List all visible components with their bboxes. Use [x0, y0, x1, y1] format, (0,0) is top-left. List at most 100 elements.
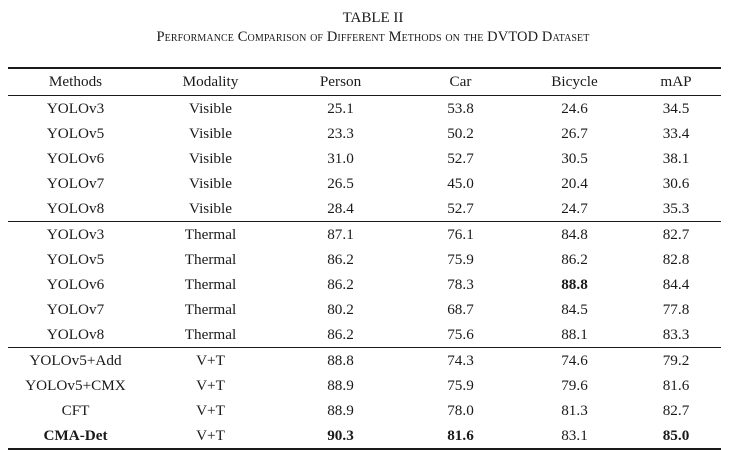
- cell-bicycle: 26.7: [561, 125, 588, 143]
- cell-method: YOLOv6: [46, 149, 105, 167]
- cell-car: 75.6: [447, 325, 474, 343]
- cell-map: 34.5: [662, 100, 690, 118]
- cell-modality: V+T: [196, 352, 225, 370]
- table-row: YOLOv8 Visible 28.4 52.7 24.7 35.3: [8, 196, 721, 221]
- header-modality: Modality: [182, 73, 239, 90]
- cell-person: 31.0: [327, 149, 354, 167]
- table-row: YOLOv7 Thermal 80.2 68.7 84.5 77.8: [8, 297, 721, 322]
- cell-car: 68.7: [447, 300, 474, 318]
- cell-car: 74.3: [447, 352, 474, 370]
- cell-car: 50.2: [447, 125, 474, 143]
- cell-method: YOLOv3: [46, 100, 105, 118]
- cell-car: 78.3: [447, 275, 474, 293]
- cell-modality: Visible: [189, 199, 232, 217]
- table-row: YOLOv8 Thermal 86.2 75.6 88.1 83.3: [8, 322, 721, 347]
- cell-method: YOLOv5: [46, 125, 105, 143]
- cell-person: 88.9: [327, 401, 354, 419]
- cell-method: YOLOv5+Add: [29, 352, 122, 370]
- cell-person: 25.1: [327, 100, 354, 118]
- cell-method: YOLOv5+CMX: [25, 377, 126, 395]
- table-row: YOLOv5 Visible 23.3 50.2 26.7 33.4: [8, 122, 721, 147]
- cell-map: 85.0: [662, 426, 690, 444]
- table-row: YOLOv5+CMX V+T 88.9 75.9 79.6 81.6: [8, 374, 721, 399]
- table-title: Performance Comparison of Different Meth…: [156, 29, 590, 45]
- cell-bicycle: 30.5: [561, 149, 588, 167]
- cell-bicycle: 84.5: [561, 300, 588, 318]
- cell-method: CMA-Det: [43, 426, 108, 444]
- cell-map: 30.6: [662, 174, 690, 192]
- cell-person: 86.2: [327, 275, 354, 293]
- header-bicycle: Bicycle: [551, 73, 598, 90]
- cell-bicycle: 83.1: [561, 426, 588, 444]
- cell-person: 23.3: [327, 125, 354, 143]
- table-row: YOLOv3 Visible 25.1 53.8 24.6 34.5: [8, 96, 721, 122]
- cell-modality: V+T: [196, 426, 225, 444]
- cell-car: 81.6: [447, 426, 474, 444]
- cell-map: 84.4: [662, 275, 690, 293]
- table-number: TABLE II: [342, 10, 404, 26]
- cell-car: 75.9: [447, 377, 474, 395]
- table-row: YOLOv6 Visible 31.0 52.7 30.5 38.1: [8, 147, 721, 172]
- cell-person: 26.5: [327, 174, 354, 192]
- cell-person: 88.9: [327, 377, 354, 395]
- cell-modality: Visible: [189, 125, 232, 143]
- cell-person: 86.2: [327, 325, 354, 343]
- cell-person: 87.1: [327, 226, 354, 244]
- cell-method: CFT: [61, 401, 90, 419]
- cell-method: YOLOv8: [46, 325, 105, 343]
- cell-map: 33.4: [662, 125, 690, 143]
- table-row: YOLOv6 Thermal 86.2 78.3 88.8 84.4: [8, 273, 721, 298]
- cell-bicycle: 84.8: [561, 226, 588, 244]
- cell-person: 28.4: [327, 199, 354, 217]
- table-row: YOLOv7 Visible 26.5 45.0 20.4 30.6: [8, 171, 721, 196]
- cell-bicycle: 88.8: [561, 275, 588, 293]
- cell-car: 53.8: [447, 100, 474, 118]
- cell-car: 76.1: [447, 226, 474, 244]
- cell-car: 78.0: [447, 401, 474, 419]
- cell-person: 86.2: [327, 251, 354, 269]
- header-row: Methods Modality Person Car Bicycle mAP: [8, 68, 721, 96]
- header-person: Person: [319, 73, 362, 90]
- cell-bicycle: 86.2: [561, 251, 588, 269]
- cell-map: 81.6: [662, 377, 690, 395]
- cell-car: 52.7: [447, 149, 474, 167]
- cell-bicycle: 74.6: [561, 352, 588, 370]
- cell-map: 35.3: [662, 199, 690, 217]
- cell-map: 38.1: [662, 149, 690, 167]
- table-header: Methods Modality Person Car Bicycle mAP: [8, 68, 721, 96]
- header-car: Car: [449, 73, 472, 90]
- cell-method: YOLOv7: [46, 174, 105, 192]
- cell-person: 88.8: [327, 352, 354, 370]
- cell-bicycle: 20.4: [561, 174, 588, 192]
- cell-bicycle: 24.7: [561, 199, 588, 217]
- cell-bicycle: 24.6: [561, 100, 588, 118]
- cell-car: 75.9: [447, 251, 474, 269]
- cell-modality: Thermal: [184, 275, 237, 293]
- cell-method: YOLOv3: [46, 226, 105, 244]
- cell-bicycle: 81.3: [561, 401, 588, 419]
- cell-modality: Thermal: [184, 300, 237, 318]
- cell-car: 52.7: [447, 199, 474, 217]
- cell-modality: Thermal: [184, 226, 237, 244]
- cell-modality: Thermal: [184, 251, 237, 269]
- cell-map: 82.7: [662, 401, 690, 419]
- cell-modality: Visible: [189, 100, 232, 118]
- group-visible: YOLOv3 Visible 25.1 53.8 24.6 34.5 YOLOv…: [8, 96, 721, 222]
- cell-person: 80.2: [327, 300, 354, 318]
- cell-method: YOLOv8: [46, 199, 105, 217]
- cell-method: YOLOv7: [46, 300, 105, 318]
- cell-method: YOLOv5: [46, 251, 105, 269]
- table-row: YOLOv3 Thermal 87.1 76.1 84.8 82.7: [8, 221, 721, 247]
- table-row: YOLOv5+Add V+T 88.8 74.3 74.6 79.2: [8, 347, 721, 373]
- cell-modality: Visible: [189, 174, 232, 192]
- cell-map: 82.8: [662, 251, 690, 269]
- table-row: YOLOv5 Thermal 86.2 75.9 86.2 82.8: [8, 248, 721, 273]
- table-row: CMA-Det V+T 90.3 81.6 83.1 85.0: [8, 423, 721, 449]
- cell-method: YOLOv6: [46, 275, 105, 293]
- header-map: mAP: [660, 73, 692, 90]
- cell-modality: Thermal: [184, 325, 237, 343]
- cell-modality: Visible: [189, 149, 232, 167]
- group-thermal: YOLOv3 Thermal 87.1 76.1 84.8 82.7 YOLOv…: [8, 221, 721, 348]
- cell-bicycle: 79.6: [561, 377, 588, 395]
- cell-map: 77.8: [662, 300, 690, 318]
